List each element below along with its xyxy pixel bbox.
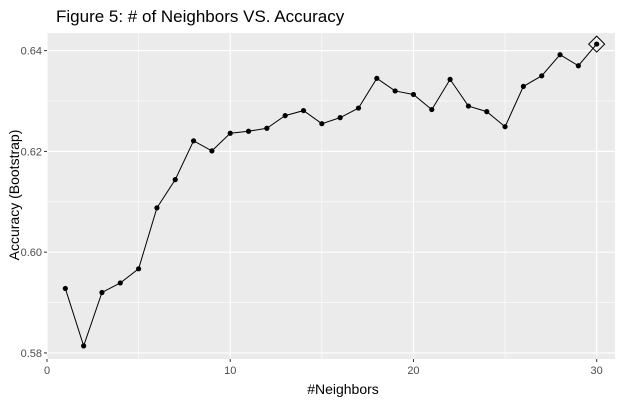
grid-minor [47,33,615,359]
data-point [209,148,215,154]
data-point [392,88,398,94]
data-point [520,83,526,90]
data-point [539,73,545,79]
y-tick-label: 0.58 [21,348,42,360]
data-point [465,103,472,109]
x-tick-label: 30 [591,365,603,377]
data-point [62,285,68,292]
data-point [484,109,490,115]
data-point [117,280,123,286]
data-point [172,177,178,183]
series-line [64,43,598,348]
data-point [190,138,197,144]
y-tick-label: 0.62 [21,146,42,158]
data-point [575,63,581,69]
chart-title: Figure 5: # of Neighbors VS. Accuracy [56,7,345,26]
x-axis-title: #Neighbors [307,381,379,397]
data-point [502,124,508,130]
data-point [245,128,252,134]
y-axis-ticks: 0.58 0.60 0.62 0.64 [21,46,47,360]
highlight-group [587,35,606,53]
data-point [429,106,435,113]
data-point [81,343,87,349]
data-point [594,41,600,47]
x-tick-label: 10 [224,365,236,377]
data-point [154,205,160,211]
series-group [62,41,600,349]
data-point [355,105,362,111]
plot-panel [47,33,615,359]
data-point [99,289,105,296]
data-point [319,121,325,127]
grid-major [46,33,615,359]
data-point [282,113,288,119]
x-tick-label: 0 [44,365,50,377]
x-axis-ticks: 0 10 20 30 [44,359,603,377]
data-point [300,107,307,114]
x-tick-label: 20 [407,365,419,377]
data-point [374,75,380,81]
data-point [227,130,233,136]
data-point [337,115,343,121]
best-k-diamond-marker [587,35,606,53]
data-point [136,266,142,272]
data-point [264,125,270,131]
y-axis-title: Accuracy (Bootstrap) [6,130,22,261]
data-point [410,91,417,98]
data-point [447,76,453,82]
data-point [557,52,563,58]
y-tick-label: 0.60 [21,247,42,259]
y-tick-label: 0.64 [21,46,42,58]
